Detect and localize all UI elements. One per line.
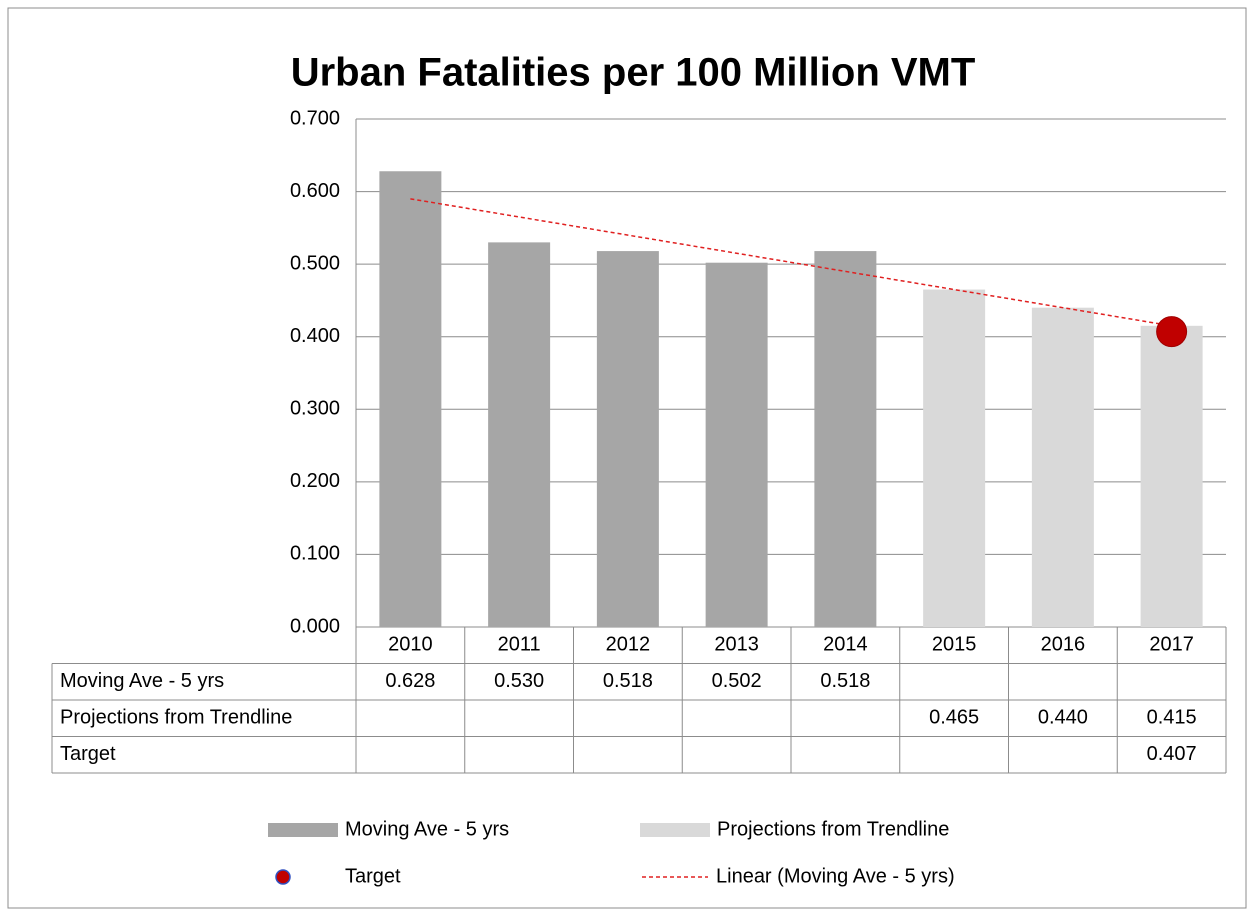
bar: [596, 251, 659, 627]
bar: [705, 262, 768, 627]
y-tick-label: 0.500: [290, 252, 340, 274]
table-value: 0.440: [1038, 707, 1088, 729]
chart-title: Urban Fatalities per 100 Million VMT: [291, 51, 976, 95]
table-row-label: Target: [60, 743, 116, 765]
y-tick-label: 0.300: [290, 398, 340, 420]
x-tick-label: 2010: [388, 634, 433, 656]
x-tick-label: 2011: [498, 634, 541, 656]
table-value: 0.628: [385, 670, 435, 692]
table-value: 0.502: [712, 670, 762, 692]
x-tick-label: 2013: [714, 634, 759, 656]
y-tick-label: 0.000: [290, 615, 340, 637]
legend-swatch: [268, 823, 338, 837]
y-tick-label: 0.700: [290, 107, 340, 129]
legend-label: Projections from Trendline: [717, 818, 949, 840]
table-value: 0.465: [929, 707, 979, 729]
x-tick-label: 2015: [932, 634, 977, 656]
table-value: 0.530: [494, 670, 544, 692]
bar: [1031, 307, 1094, 627]
legend-label: Target: [345, 865, 401, 887]
bar: [1140, 325, 1203, 627]
table-value: 0.407: [1147, 743, 1197, 765]
y-tick-label: 0.100: [290, 543, 340, 565]
bar: [488, 242, 551, 627]
table-row-label: Projections from Trendline: [60, 707, 292, 729]
x-tick-label: 2016: [1041, 634, 1086, 656]
y-tick-label: 0.600: [290, 180, 340, 202]
x-tick-label: 2014: [823, 634, 868, 656]
trendline: [410, 198, 1172, 327]
y-tick-label: 0.200: [290, 470, 340, 492]
y-tick-label: 0.400: [290, 325, 340, 347]
table-value: 0.518: [820, 670, 870, 692]
bar: [814, 251, 877, 627]
bar: [923, 289, 986, 627]
legend-swatch: [640, 823, 710, 837]
table-value: 0.518: [603, 670, 653, 692]
legend-swatch: [275, 869, 291, 885]
table-row-label: Moving Ave - 5 yrs: [60, 670, 224, 692]
table-value: 0.415: [1147, 707, 1197, 729]
bar: [379, 171, 442, 627]
legend-label: Linear (Moving Ave - 5 yrs): [716, 865, 955, 887]
legend-label: Moving Ave - 5 yrs: [345, 818, 509, 840]
x-tick-label: 2017: [1149, 634, 1194, 656]
target-point: [1156, 316, 1188, 348]
x-tick-label: 2012: [606, 634, 651, 656]
